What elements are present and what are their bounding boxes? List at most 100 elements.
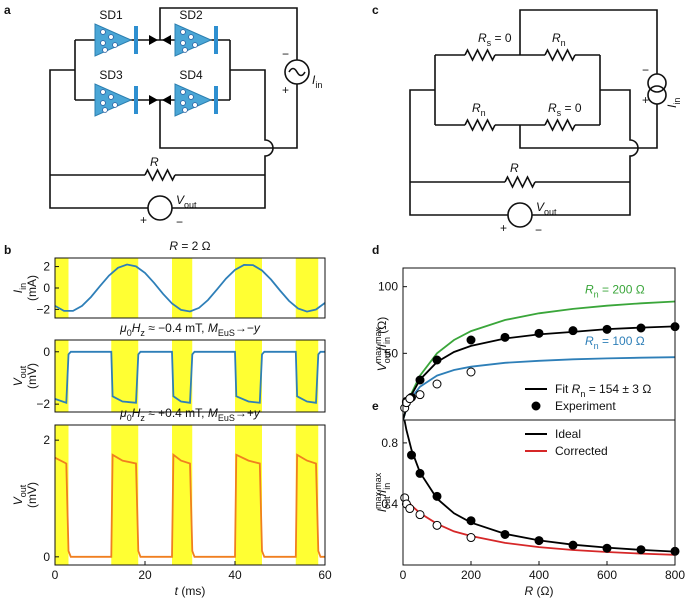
data-point bbox=[415, 468, 425, 478]
label-part: out bbox=[382, 496, 392, 509]
label-part: n bbox=[481, 108, 486, 118]
label-part: (ms) bbox=[178, 584, 205, 598]
x-axis-label: R (Ω) bbox=[525, 584, 554, 598]
source-label: Iin bbox=[665, 98, 682, 108]
spin bbox=[102, 47, 108, 53]
label-part: / bbox=[375, 347, 389, 351]
label-part: t bbox=[175, 584, 179, 598]
label-part: 0 bbox=[127, 328, 132, 338]
data-point bbox=[432, 355, 442, 365]
label-part: = 200 Ω bbox=[599, 282, 645, 296]
resistor-label: Rn bbox=[552, 31, 566, 48]
label-part: z bbox=[140, 413, 145, 423]
y-tick-label: −2 bbox=[36, 397, 50, 411]
legend-label: Ideal bbox=[555, 427, 581, 441]
junction bbox=[162, 35, 171, 45]
spin bbox=[180, 89, 186, 95]
spin bbox=[112, 102, 118, 108]
label-part: Ideal bbox=[555, 427, 581, 441]
spin bbox=[180, 100, 186, 106]
resistor-label: Rs = 0 bbox=[548, 101, 582, 118]
label-part: R bbox=[525, 584, 534, 598]
label-part: Corrected bbox=[555, 444, 608, 458]
label-part: (mV) bbox=[25, 482, 39, 508]
spin bbox=[100, 29, 106, 35]
label-part: H bbox=[132, 321, 141, 335]
label-part: in bbox=[18, 283, 28, 290]
highlight-band bbox=[295, 340, 319, 412]
label-part: max bbox=[373, 491, 383, 509]
device bbox=[94, 23, 133, 57]
spin bbox=[100, 89, 106, 95]
legend-label: Fit Rn = 154 ± 3 Ω bbox=[555, 382, 651, 399]
label-part: / bbox=[375, 492, 389, 496]
data-point bbox=[415, 390, 425, 400]
data-point bbox=[415, 510, 425, 520]
label-part: R bbox=[478, 31, 487, 45]
wire bbox=[49, 40, 274, 209]
data-point bbox=[568, 326, 578, 336]
wire bbox=[409, 55, 639, 216]
label-part: V bbox=[375, 362, 389, 371]
label-part: n bbox=[594, 289, 599, 299]
x-tick-label: 40 bbox=[228, 568, 242, 582]
data-point bbox=[432, 520, 442, 530]
spin bbox=[192, 102, 198, 108]
label-part: (Ω) bbox=[533, 584, 553, 598]
plot-frame bbox=[402, 419, 676, 566]
wire bbox=[159, 7, 298, 149]
label-part: R bbox=[585, 334, 594, 348]
x-tick-label: 400 bbox=[529, 568, 549, 582]
label-part: out bbox=[184, 200, 197, 210]
highlight-band bbox=[111, 258, 139, 318]
label-part: R bbox=[169, 239, 178, 253]
data-point bbox=[534, 536, 544, 546]
label-part: →− bbox=[235, 321, 254, 335]
y-tick-label: 0.8 bbox=[381, 436, 398, 450]
spin bbox=[112, 42, 118, 48]
label-part: out bbox=[544, 207, 557, 217]
data-point bbox=[415, 375, 425, 385]
label-part: (Ω) bbox=[375, 317, 389, 337]
panel-label: a bbox=[4, 3, 11, 17]
resistor bbox=[544, 118, 576, 132]
label-part: I bbox=[375, 343, 389, 347]
plus-sign: + bbox=[282, 83, 289, 97]
data-point bbox=[432, 379, 442, 389]
data-point bbox=[602, 543, 612, 553]
label-part: in bbox=[315, 80, 322, 90]
chart-title: μ0Hz ≈ +0.4 mT, MEuS→+y bbox=[119, 406, 261, 423]
spin bbox=[108, 94, 114, 100]
label-part: max bbox=[373, 327, 383, 345]
junction bbox=[149, 35, 158, 45]
electrode bbox=[134, 26, 138, 54]
highlight-band bbox=[172, 340, 193, 412]
label-part: in bbox=[382, 337, 392, 344]
data-point bbox=[405, 504, 415, 514]
y-tick-label: 0 bbox=[43, 345, 50, 359]
plot-frame bbox=[54, 424, 326, 566]
source bbox=[647, 85, 667, 105]
minus-sign: − bbox=[535, 223, 542, 237]
chart-title: μ0Hz ≈ −0.4 mT, MEuS→−y bbox=[119, 321, 261, 338]
y-axis-label: Vout bbox=[11, 484, 28, 505]
data-point bbox=[466, 516, 476, 526]
label-part: Fit bbox=[555, 382, 572, 396]
data-point bbox=[500, 332, 510, 342]
spin bbox=[182, 47, 188, 53]
label-part: Experiment bbox=[555, 399, 616, 413]
spin bbox=[108, 34, 114, 40]
series-line bbox=[55, 350, 325, 405]
x-tick-label: 200 bbox=[461, 568, 481, 582]
resistor-label: R bbox=[150, 155, 159, 169]
meter-label: Vout bbox=[536, 200, 557, 217]
label-part: I bbox=[375, 508, 389, 512]
label-part: n bbox=[594, 341, 599, 351]
label-part: 0 bbox=[127, 413, 132, 423]
label-part: M bbox=[208, 406, 218, 420]
label-part: in bbox=[672, 98, 682, 105]
label-part: s bbox=[557, 108, 562, 118]
highlight-band bbox=[111, 340, 139, 412]
device-label: SD1 bbox=[99, 8, 123, 22]
chart-title: R = 2 Ω bbox=[169, 239, 210, 253]
